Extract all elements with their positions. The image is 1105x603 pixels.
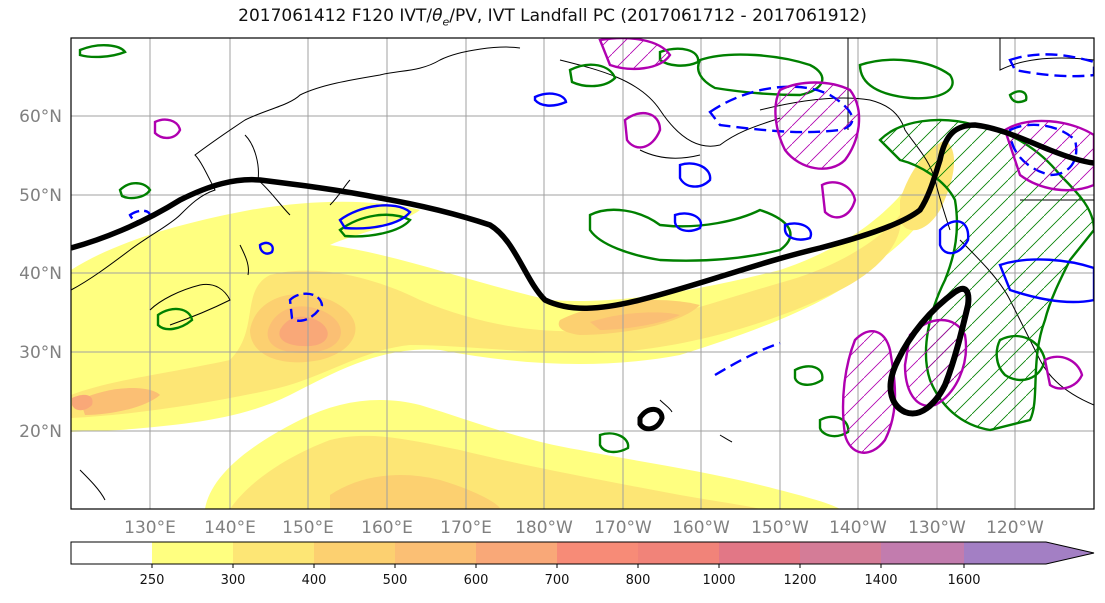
colorbar-tick-250: 250 xyxy=(140,573,165,588)
title-prefix: 2017061412 F120 IVT/ xyxy=(238,6,433,26)
lon-label-120w: 120°W xyxy=(986,518,1044,538)
colorbar-segment-7 xyxy=(638,542,719,564)
colorbar-segment-3 xyxy=(314,542,395,564)
lon-label-180w: 180°W xyxy=(515,518,573,538)
colorbar-segment-0 xyxy=(71,542,152,564)
theta-e-contour xyxy=(71,122,1094,432)
colorbar-segment-9 xyxy=(800,542,881,564)
colorbar-segment-5 xyxy=(476,542,557,564)
colorbar-segment-2 xyxy=(233,542,314,564)
lat-label-20: 20°N xyxy=(19,422,62,442)
lat-label-60: 60°N xyxy=(19,107,62,127)
colorbar-segment-6 xyxy=(557,542,638,564)
colorbar-tick-1400: 1400 xyxy=(864,573,897,588)
lon-label-140w: 140°W xyxy=(829,518,887,538)
colorbar-tick-500: 500 xyxy=(383,573,408,588)
lon-label-140e: 140°E xyxy=(204,518,256,538)
colorbar-tick-700: 700 xyxy=(545,573,570,588)
title-theta: θ xyxy=(432,6,443,26)
colorbar-segment-10 xyxy=(881,542,964,564)
lat-label-30: 30°N xyxy=(19,343,62,363)
lon-label-160e: 160°E xyxy=(361,518,413,538)
lat-label-40: 40°N xyxy=(19,264,62,284)
lon-label-130e: 130°E xyxy=(124,518,176,538)
colorbar-tick-600: 600 xyxy=(464,573,489,588)
colorbar-tick-800: 800 xyxy=(626,573,651,588)
colorbar: 250 300 400 500 600 700 800 1000 1200 14… xyxy=(70,541,1095,588)
lon-label-130w: 130°W xyxy=(908,518,966,538)
colorbar-extend-arrow xyxy=(1046,542,1094,564)
colorbar-tick-400: 400 xyxy=(302,573,327,588)
title-theta-sub: e xyxy=(442,15,450,29)
lon-label-160w: 160°W xyxy=(672,518,730,538)
title-suffix: /PV, IVT Landfall PC (2017061712 - 20170… xyxy=(449,6,867,26)
lat-label-50: 50°N xyxy=(19,186,62,206)
lon-label-150e: 150°E xyxy=(282,518,334,538)
colorbar-segment-4 xyxy=(395,542,476,564)
map-area xyxy=(71,38,1094,509)
lon-label-170w: 170°W xyxy=(594,518,652,538)
colorbar-segment-1 xyxy=(152,542,233,564)
colorbar-segment-8 xyxy=(719,542,800,564)
colorbar-tick-300: 300 xyxy=(221,573,246,588)
colorbar-tick-1000: 1000 xyxy=(702,573,735,588)
lon-label-150w: 150°W xyxy=(751,518,809,538)
colorbar-tick-1200: 1200 xyxy=(783,573,816,588)
figure-title: 2017061412 F120 IVT/θe/PV, IVT Landfall … xyxy=(0,6,1105,28)
colorbar-tick-1600: 1600 xyxy=(947,573,980,588)
lon-label-170e: 170°E xyxy=(440,518,492,538)
colorbar-segment-11 xyxy=(964,542,1046,564)
map-frame xyxy=(70,37,1095,510)
